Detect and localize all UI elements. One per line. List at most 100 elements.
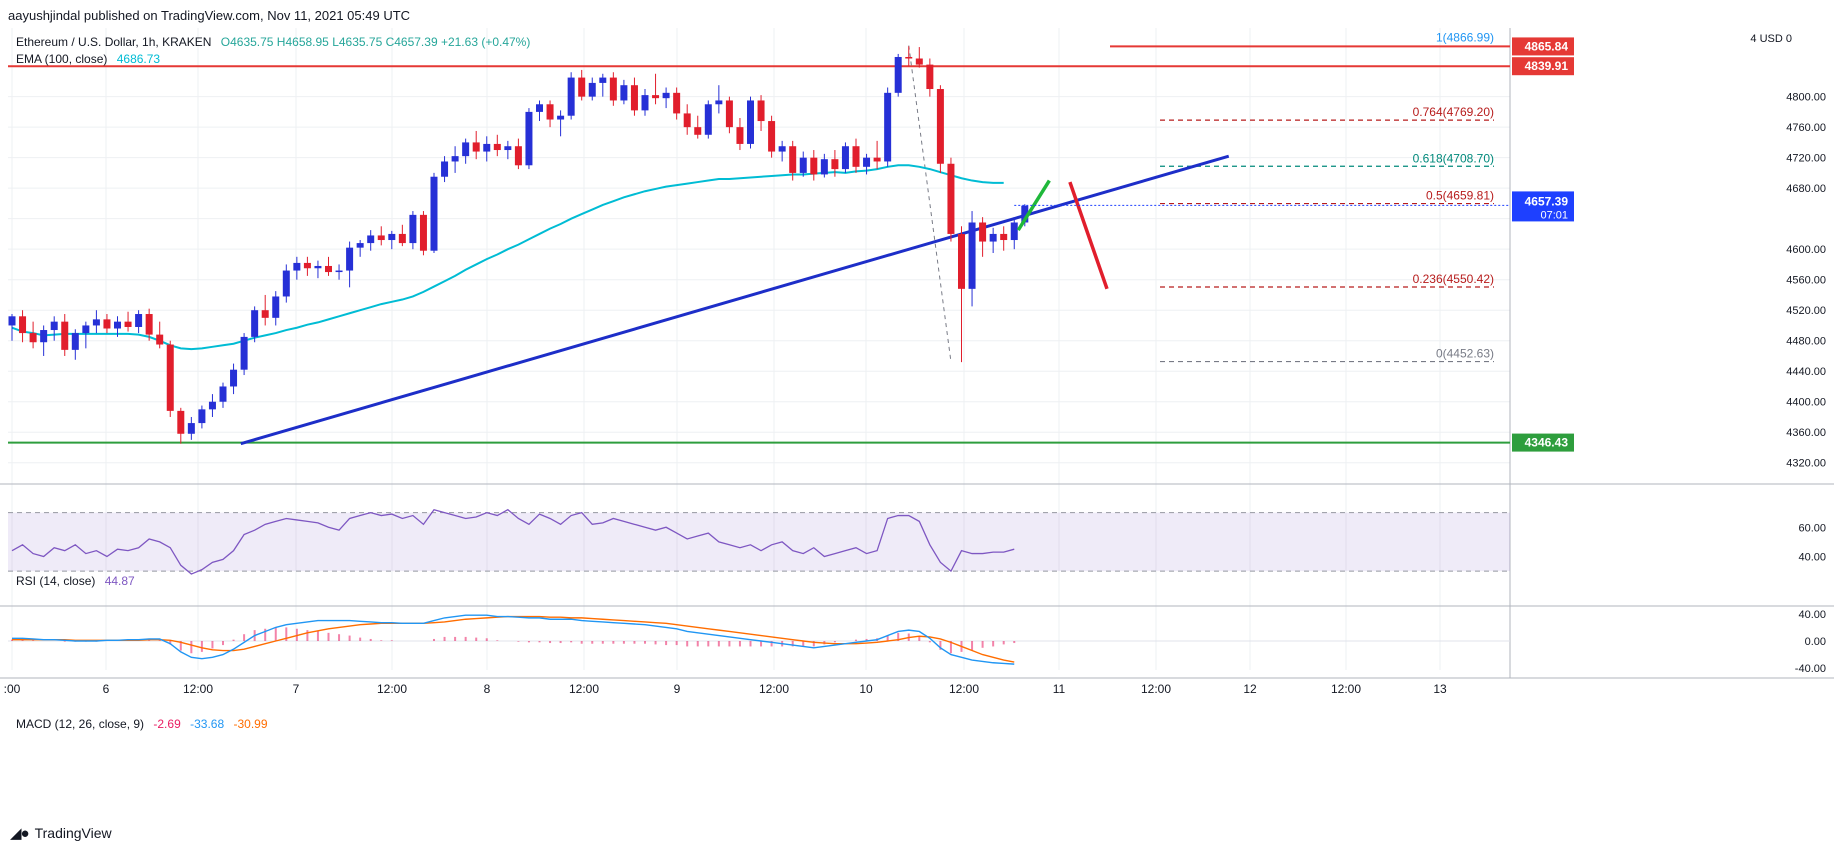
candle xyxy=(114,316,121,337)
candle xyxy=(335,264,343,280)
candle xyxy=(641,89,649,116)
candle xyxy=(662,87,670,109)
candle xyxy=(968,211,976,307)
candle xyxy=(578,69,586,101)
candle-body xyxy=(947,163,955,234)
candle xyxy=(92,310,100,334)
rsi-label: RSI (14, close) xyxy=(16,574,96,588)
candle-body xyxy=(641,95,649,111)
candle xyxy=(757,95,765,131)
time-tick-label: 11 xyxy=(1053,682,1066,696)
resistance-badge-text: 4839.91 xyxy=(1525,59,1569,73)
ema-line xyxy=(11,164,1004,351)
candle-body xyxy=(230,369,238,387)
candle-body xyxy=(768,121,776,152)
candle-body xyxy=(135,314,143,327)
time-tick-label: 6 xyxy=(103,682,110,696)
candle xyxy=(704,100,712,139)
candle-body xyxy=(219,386,227,402)
price-axis: 4 USD 0 4800.00 4760.00 4720.00 4680.00 4600.… xyxy=(1750,33,1826,470)
candle-body xyxy=(863,157,871,167)
candle-body xyxy=(810,157,818,175)
candle-body xyxy=(451,156,459,162)
support-badge-text: 4346.43 xyxy=(1525,436,1569,450)
time-tick-label: 12:00 xyxy=(1141,682,1171,696)
support-badge: 4346.43 xyxy=(1512,433,1574,452)
macd-signal-value: -30.99 xyxy=(233,717,268,731)
candle xyxy=(166,340,174,417)
candle xyxy=(546,100,554,128)
candle xyxy=(715,85,723,114)
candle xyxy=(377,226,385,246)
ascending-trendline xyxy=(240,154,1230,446)
rsi-line xyxy=(11,508,1015,575)
time-tick-label: 12:00 xyxy=(569,682,599,696)
time-tick-label: 12:00 xyxy=(377,682,407,696)
candle-body xyxy=(335,270,343,273)
candle xyxy=(599,73,607,97)
candle xyxy=(493,134,501,157)
resistance-badge: 4839.91 xyxy=(1512,57,1574,76)
candle-body xyxy=(124,321,132,327)
candle-body xyxy=(905,56,913,59)
candle-body xyxy=(968,222,976,289)
resistance-high-badge: 4865.84 xyxy=(1512,37,1574,56)
candle xyxy=(430,172,438,253)
candle xyxy=(303,256,311,276)
time-tick-label: :00 xyxy=(4,682,21,696)
candle-body xyxy=(599,77,607,83)
price-tick-label: 4440.00 xyxy=(1786,366,1826,378)
candle xyxy=(683,104,691,135)
support-badge-bg xyxy=(1512,433,1574,452)
candle-body xyxy=(240,336,248,370)
tradingview-brand[interactable]: ◢● TradingView xyxy=(10,824,112,842)
candle xyxy=(367,230,375,251)
fib-level-label: 1(4866.99) xyxy=(1436,31,1494,45)
candle xyxy=(694,115,702,139)
rsi-tick-label: 40.00 xyxy=(1798,552,1826,564)
candle xyxy=(652,73,660,105)
time-tick-label: 12:00 xyxy=(1331,682,1361,696)
candle xyxy=(251,306,259,343)
candle xyxy=(240,333,248,376)
candle xyxy=(483,136,491,162)
candle-body xyxy=(546,104,554,120)
candle-body xyxy=(156,334,164,345)
macd-line xyxy=(12,614,1015,665)
candle xyxy=(346,241,354,288)
candle xyxy=(135,310,143,334)
candle-body xyxy=(578,77,586,97)
time-axis: :00 6 12:00 7 12:00 8 12:00 9 12:00 10 12:00 11 12:0… xyxy=(4,682,1447,696)
candle-body xyxy=(673,92,681,114)
candle xyxy=(989,227,997,253)
candle xyxy=(725,96,733,134)
candle-body xyxy=(145,314,153,335)
candle-body xyxy=(778,146,786,152)
brand-name: TradingView xyxy=(34,825,112,841)
current-price-text: 4657.39 xyxy=(1525,194,1569,208)
candle-body xyxy=(303,262,311,269)
candle xyxy=(325,256,332,276)
candle-body xyxy=(208,401,216,410)
candle xyxy=(8,314,16,341)
candle-body xyxy=(441,161,449,177)
candle-body xyxy=(789,146,797,173)
candle xyxy=(630,77,638,116)
candle-body xyxy=(557,115,565,120)
macd-line-value: -33.68 xyxy=(190,717,225,731)
symbol-line: Ethereum / U.S. Dollar, 1h, KRAKEN O4635… xyxy=(16,35,530,49)
candle xyxy=(61,314,69,356)
price-tick-label: 4720.00 xyxy=(1786,153,1826,165)
published-info: aayushjindal published on TradingView.co… xyxy=(8,8,411,23)
time-tick-label: 12:00 xyxy=(759,682,789,696)
candle-body xyxy=(261,310,269,318)
candle-body xyxy=(1021,205,1029,223)
resistance-badge-bg xyxy=(1512,57,1574,76)
candle xyxy=(588,77,596,101)
candle xyxy=(747,96,754,149)
candle-body xyxy=(736,127,744,144)
candle-body xyxy=(103,319,111,329)
ema-legend: EMA (100, close) 4686.73 xyxy=(16,52,160,66)
resistance-high-badge-bg xyxy=(1512,37,1574,56)
